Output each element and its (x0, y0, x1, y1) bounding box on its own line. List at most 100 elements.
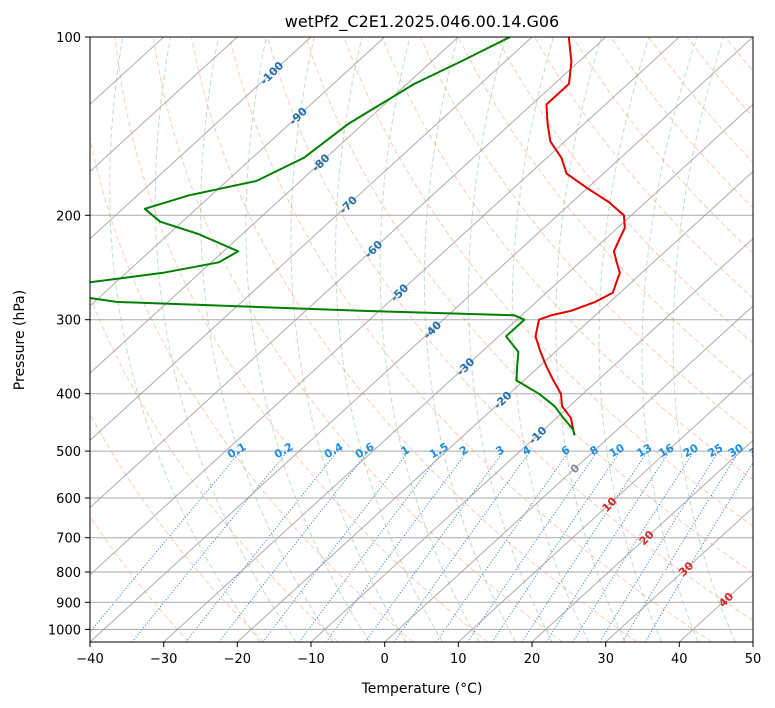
moist-adiabat-line (598, 37, 663, 642)
x-tick-label: 50 (745, 652, 762, 667)
dry-adiabat-line (648, 37, 753, 164)
mixing-ratio-label: 36 (747, 441, 767, 460)
x-tick-label: 10 (450, 652, 467, 667)
dry-adiabat-line (90, 515, 190, 642)
dry-adiabat-line (495, 37, 753, 344)
plot-frame (89, 36, 754, 643)
mixing-ratio-label: 4 (520, 443, 533, 458)
temperature-profile-line (534, 37, 626, 436)
y-tick-label: 500 (56, 445, 81, 460)
isotherm-line (90, 37, 753, 642)
moist-adiabat-line (245, 37, 370, 642)
moist-adiabat-line (468, 37, 553, 642)
moist-adiabat-line (290, 37, 407, 642)
dry-adiabat-line (572, 37, 753, 254)
isotherm-line (457, 372, 753, 642)
isotherm-line (531, 439, 753, 642)
mixing-ratio-label: 0.1 (225, 440, 248, 461)
isotherm-grid (90, 37, 753, 642)
moist-adiabat-line (641, 37, 699, 642)
isotherm-line (384, 305, 753, 642)
moist-adiabat-line (672, 37, 736, 642)
isotherm-line (752, 641, 753, 642)
y-tick-label: 600 (56, 492, 81, 507)
mixing-ratio-label: 16 (657, 441, 677, 460)
dry-adiabat-line (724, 37, 753, 72)
dry-adiabat-line (90, 412, 264, 642)
y-axis: 100 200 300 400 500 600 700 800 900 1000 (48, 31, 90, 638)
isotherm-line (90, 37, 533, 442)
moist-adiabat-line (154, 37, 297, 642)
mixing-ratio-line (262, 450, 410, 642)
mixing-ratio-label: 20 (681, 441, 701, 460)
isotherm-line (90, 37, 238, 173)
moist-adiabat-line (555, 37, 626, 642)
isotherm-line (90, 37, 386, 307)
x-tick-label: 30 (597, 652, 614, 667)
x-axis-title: Temperature (°C) (361, 681, 483, 697)
x-tick-label: −40 (76, 652, 103, 667)
mixing-ratio-line (185, 450, 338, 642)
dry-adiabat-line (534, 37, 753, 299)
mixing-ratio-label: 30 (726, 441, 746, 460)
mixing-ratio-line (131, 450, 288, 642)
dry-adiabat-line (114, 37, 488, 642)
mixing-ratio-label: 25 (706, 441, 726, 460)
background-lines (90, 37, 775, 642)
moist-adiabat-line (423, 37, 517, 642)
mixing-ratio-line (545, 450, 671, 642)
y-tick-label: 700 (56, 532, 81, 547)
dry-adiabat-line (229, 37, 712, 642)
dry-adiabat-line (267, 37, 753, 622)
mixing-ratio-line (621, 450, 740, 642)
y-axis-title: Pressure (hPa) (12, 290, 28, 390)
y-tick-label: 400 (56, 388, 81, 403)
x-tick-label: 40 (671, 652, 688, 667)
y-tick-label: 100 (56, 31, 81, 46)
y-tick-label: 1000 (48, 623, 81, 638)
y-tick-label: 800 (56, 566, 81, 581)
moist-adiabat-line (109, 37, 261, 642)
dry-adiabat-line (343, 37, 753, 527)
y-tick-label: 900 (56, 596, 81, 611)
dry-adiabat-line (190, 37, 638, 642)
moist-adiabat-line (379, 37, 480, 642)
sounding-profiles (90, 37, 626, 436)
mixing-ratio-label: 6 (559, 443, 572, 458)
mixing-ratio-line (364, 450, 505, 642)
x-tick-label: −20 (224, 652, 251, 667)
moist-adiabat-line (200, 37, 334, 642)
x-tick-label: 20 (524, 652, 541, 667)
dry-adiabat-line (419, 37, 753, 435)
mixing-ratio-labels: 0.1 0.2 0.4 0.6 1 1.5 2 3 4 6 8 10 13 16 20 25 30 36 (225, 440, 767, 461)
isotherm-line (605, 506, 753, 642)
x-axis: −40 −30 −20 −10 0 10 20 30 40 50 (76, 642, 761, 667)
x-tick-label: −10 (297, 652, 324, 667)
mixing-ratio-line (521, 450, 649, 642)
mixing-ratio-label: 10 (607, 441, 627, 460)
isotherm-line (236, 170, 753, 642)
mixing-ratio-line (90, 450, 242, 633)
isotherm-line (163, 103, 753, 642)
dry-adiabat-line (152, 37, 563, 642)
mixing-ratio-line (599, 450, 720, 642)
moist-adiabat-line (511, 37, 590, 642)
mixing-ratio-line (491, 450, 621, 642)
dry-adiabat-line (381, 37, 753, 481)
isotherm-line (90, 37, 607, 509)
dry-adiabat-line (305, 37, 753, 574)
dry-adiabat-line (763, 37, 775, 642)
mixing-ratio-line (218, 450, 369, 642)
mixing-ratio-line (298, 450, 444, 642)
dry-adiabat-line (90, 295, 339, 642)
dry-adiabat-line (686, 37, 753, 118)
mixing-ratio-line (572, 450, 695, 642)
isotherm-line (310, 237, 753, 642)
y-tick-label: 300 (56, 314, 81, 329)
mixing-ratio-label: 0.6 (353, 440, 377, 461)
mixing-ratio-label: 1.5 (427, 440, 450, 461)
x-tick-label: −30 (150, 652, 177, 667)
isobar-grid (90, 37, 753, 630)
